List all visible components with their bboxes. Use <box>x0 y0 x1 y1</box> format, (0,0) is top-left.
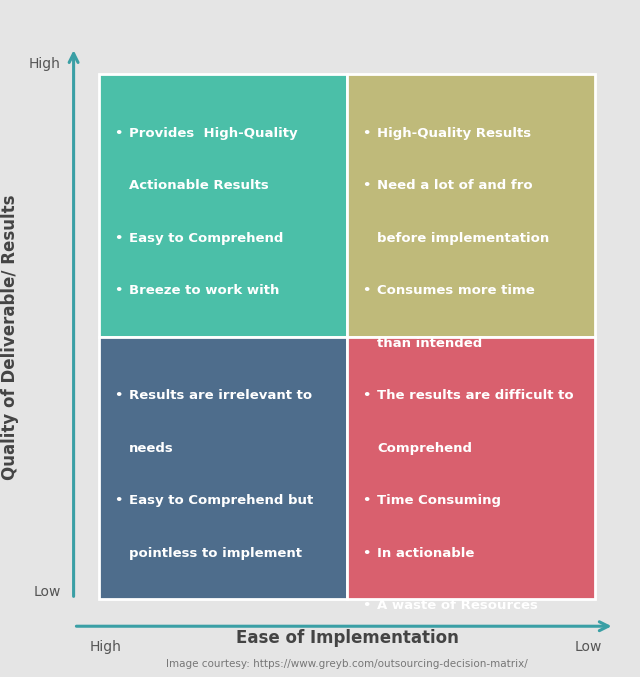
Text: Quality of Deliverable/ Results: Quality of Deliverable/ Results <box>1 194 19 479</box>
Text: pointless to implement: pointless to implement <box>129 547 302 560</box>
Text: Image courtesy: https://www.greyb.com/outsourcing-decision-matrix/: Image courtesy: https://www.greyb.com/ou… <box>166 659 528 669</box>
Bar <box>99 336 348 599</box>
Text: •: • <box>114 232 122 245</box>
Text: needs: needs <box>129 441 173 455</box>
Text: High: High <box>29 58 61 71</box>
Text: Provides  High-Quality: Provides High-Quality <box>129 127 298 140</box>
Text: •: • <box>362 389 371 402</box>
Text: Easy to Comprehend: Easy to Comprehend <box>129 232 284 245</box>
Text: A waste of Resources: A waste of Resources <box>377 599 538 612</box>
Text: Low: Low <box>33 586 61 599</box>
Text: •: • <box>362 284 371 297</box>
Text: •: • <box>114 284 122 297</box>
Text: The results are difficult to: The results are difficult to <box>377 389 573 402</box>
Text: •: • <box>362 599 371 612</box>
Text: •: • <box>114 127 122 140</box>
Text: before implementation: before implementation <box>377 232 549 245</box>
Text: •: • <box>362 494 371 507</box>
Text: In actionable: In actionable <box>377 547 474 560</box>
Text: •: • <box>114 389 122 402</box>
Text: High-Quality Results: High-Quality Results <box>377 127 531 140</box>
Bar <box>348 336 595 599</box>
Bar <box>99 74 348 336</box>
Text: Breeze to work with: Breeze to work with <box>129 284 279 297</box>
Text: than intended: than intended <box>377 336 482 350</box>
Text: High: High <box>90 640 122 654</box>
Text: Low: Low <box>575 640 602 654</box>
Text: Ease of Implementation: Ease of Implementation <box>236 630 459 647</box>
Text: Consumes more time: Consumes more time <box>377 284 534 297</box>
Text: •: • <box>114 494 122 507</box>
Text: Results are irrelevant to: Results are irrelevant to <box>129 389 312 402</box>
Text: •: • <box>362 547 371 560</box>
Text: Easy to Comprehend but: Easy to Comprehend but <box>129 494 313 507</box>
Text: Time Consuming: Time Consuming <box>377 494 501 507</box>
Text: •: • <box>362 179 371 192</box>
Text: •: • <box>362 127 371 140</box>
Bar <box>348 74 595 336</box>
Text: Comprehend: Comprehend <box>377 441 472 455</box>
Text: Actionable Results: Actionable Results <box>129 179 269 192</box>
Text: Need a lot of and fro: Need a lot of and fro <box>377 179 532 192</box>
